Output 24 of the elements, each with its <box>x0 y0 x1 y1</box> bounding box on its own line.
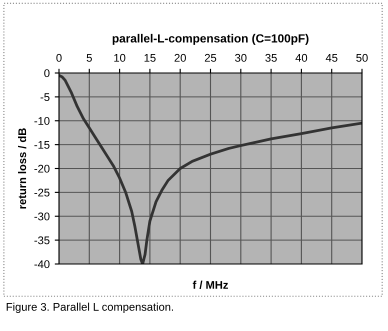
y-tick-label: -20 <box>34 164 50 173</box>
x-tick-label: 25 <box>204 54 216 62</box>
x-tick-label: 45 <box>326 54 338 62</box>
y-tick-label: -5 <box>40 93 50 102</box>
y-tick-label: -25 <box>34 188 50 197</box>
y-tick-label: -40 <box>34 260 50 268</box>
x-axis-title: f / MHz <box>192 280 228 289</box>
x-tick-label: 35 <box>265 54 277 62</box>
y-tick-label: 0 <box>44 69 50 78</box>
x-tick-label: 10 <box>114 54 126 62</box>
x-tick-label: 5 <box>86 54 92 62</box>
x-tick-label: 20 <box>174 54 186 62</box>
x-tick-label: 0 <box>56 54 62 62</box>
y-tick-label: -35 <box>34 236 50 244</box>
y-tick-label: -30 <box>34 212 50 220</box>
x-tick-label: 15 <box>144 54 156 62</box>
caption: Figure 3. Parallel L compensation. <box>6 302 173 314</box>
y-tick-label: -15 <box>34 141 50 149</box>
y-tick-label: -10 <box>34 117 50 125</box>
y-axis-title: return loss / dB <box>18 128 26 209</box>
chart-title: parallel-L-compensation (C=100pF) <box>112 34 308 45</box>
x-tick-label: 50 <box>356 54 368 62</box>
x-tick-label: 40 <box>295 54 308 62</box>
x-tick-label: 30 <box>235 54 247 62</box>
